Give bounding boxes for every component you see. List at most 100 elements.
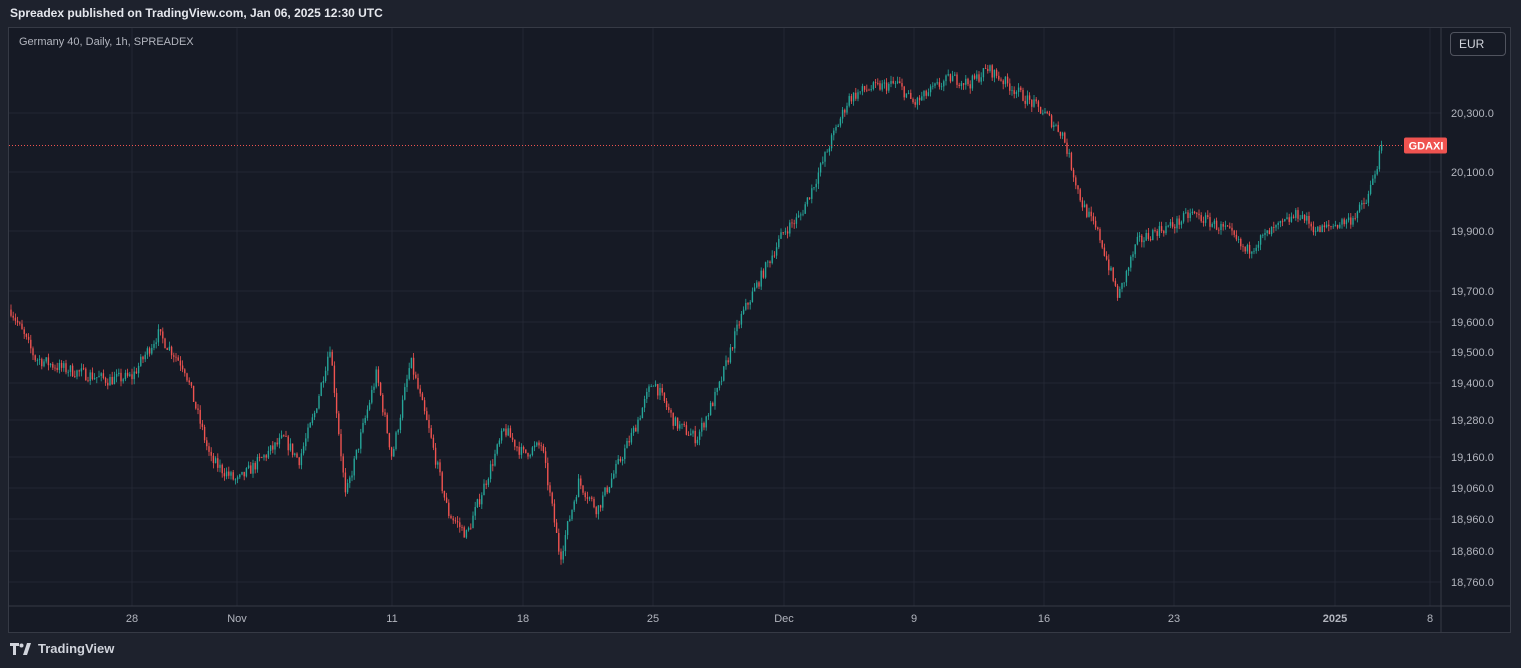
candle-body (1180, 221, 1183, 225)
candle-body (351, 475, 353, 478)
candle-body (322, 381, 325, 383)
candle-body (214, 458, 217, 464)
candle-body (870, 89, 872, 91)
candle-body (63, 363, 65, 368)
candle-body (404, 387, 406, 400)
candle-body (995, 69, 998, 76)
candle-body (1147, 233, 1150, 239)
candle-body (181, 365, 184, 370)
candle-body (1273, 226, 1275, 228)
candle-body (859, 91, 861, 93)
candle-body (1191, 211, 1194, 214)
candle-body (300, 453, 303, 466)
candle-body (542, 446, 545, 452)
candle-body (1354, 217, 1356, 219)
candle-body (613, 473, 615, 479)
candle-body (1339, 224, 1341, 228)
candle-body (725, 360, 727, 367)
candle-body (1006, 76, 1009, 84)
candle-body (610, 478, 613, 488)
candle-body (1363, 202, 1365, 204)
candle-body (1213, 220, 1216, 224)
candle-body (1220, 223, 1222, 230)
candle-body (1136, 236, 1139, 245)
candle-body (993, 69, 996, 78)
candle-body (80, 368, 83, 372)
candle-body (115, 374, 118, 377)
candle-body (817, 172, 820, 184)
candle-body (562, 551, 564, 560)
time-axis-label: 9 (911, 613, 917, 625)
candle-body (159, 329, 162, 332)
candle-body (791, 222, 793, 224)
candle-body (338, 413, 340, 435)
candle-body (1321, 225, 1323, 233)
candle-body (1308, 215, 1310, 224)
candle-body (582, 485, 584, 493)
candle-body (767, 261, 769, 263)
candle-body (344, 472, 347, 493)
candle-body (195, 401, 197, 409)
candle-body (802, 213, 804, 215)
candle-body (916, 97, 919, 105)
candle-body (584, 492, 586, 498)
candle-body (1372, 178, 1374, 185)
candle-body (899, 81, 901, 84)
candle-body (467, 527, 470, 531)
candle-body (940, 86, 943, 88)
candle-body (1033, 99, 1035, 107)
candle-body (454, 520, 457, 522)
candle-body (16, 320, 19, 323)
candle-body (415, 374, 417, 378)
candle-body (927, 92, 930, 96)
candle-body (1112, 267, 1114, 281)
candle-body (617, 458, 619, 464)
candle-body (1167, 225, 1169, 227)
candle-body (340, 434, 342, 457)
candle-body (54, 367, 56, 369)
candle-body (696, 439, 699, 444)
candle-body (1176, 218, 1178, 229)
candle-body (597, 505, 600, 515)
candle-body (580, 478, 582, 486)
candle-body (494, 453, 496, 466)
candle-body (412, 357, 415, 375)
candle-body (285, 436, 287, 438)
candle-body (663, 392, 666, 401)
candle-body (219, 464, 221, 468)
candle-body (179, 360, 182, 366)
candle-body (828, 148, 831, 152)
candle-body (1116, 285, 1119, 298)
candle-body (492, 464, 494, 466)
candle-body (1035, 99, 1037, 102)
candle-body (630, 432, 633, 443)
candle-body (309, 422, 311, 428)
time-axis-label: Nov (227, 613, 247, 625)
candle-body (87, 380, 89, 382)
candle-body (135, 371, 138, 374)
candle-body (527, 452, 529, 457)
candle-body (855, 92, 857, 99)
candle-body (353, 458, 355, 476)
candle-body (905, 93, 908, 98)
candle-body (331, 351, 333, 366)
price-axis-label: 20,100.0 (1451, 167, 1494, 179)
candle-body (1211, 223, 1213, 227)
candle-body (760, 270, 762, 287)
currency-button[interactable]: EUR (1450, 32, 1506, 56)
candle-body (558, 532, 560, 552)
candle-body (657, 384, 659, 396)
candle-body (813, 187, 815, 189)
candle-body (93, 378, 96, 380)
candle-body (1088, 211, 1090, 217)
candle-body (1356, 211, 1359, 219)
candle-body (925, 90, 927, 96)
candle-body (1182, 213, 1185, 222)
candlestick-chart[interactable]: 20,300.0 20,100.0 19,900.0 19,700.0 19,600.0… (9, 28, 1510, 632)
chart-panel[interactable]: 20,300.0 20,100.0 19,900.0 19,700.0 19,600.0… (8, 27, 1511, 633)
candle-body (375, 369, 377, 387)
candle-body (129, 374, 131, 376)
candle-body (1266, 230, 1268, 233)
candle-body (883, 82, 886, 84)
candle-body (511, 437, 514, 440)
